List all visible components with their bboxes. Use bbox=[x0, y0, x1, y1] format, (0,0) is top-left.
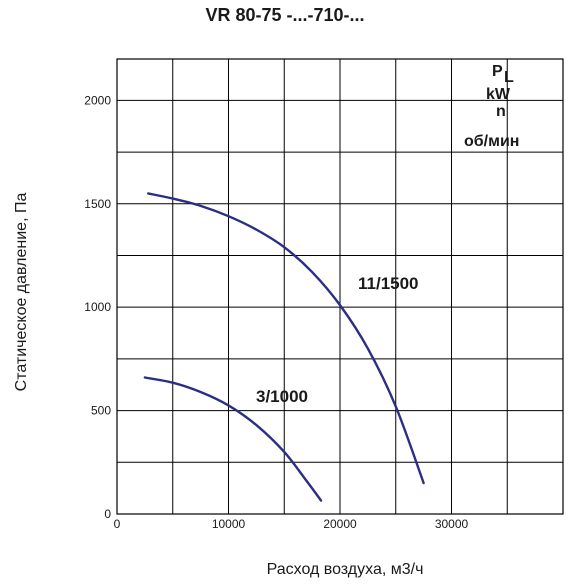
series-lines bbox=[143, 192, 425, 502]
y-tick-label: 2000 bbox=[84, 93, 111, 107]
curve-label: 3/1000 bbox=[256, 387, 308, 406]
legend-header-l: L bbox=[504, 69, 514, 86]
legend-header-p: P bbox=[492, 63, 503, 80]
x-axis-label: Расход воздуха, м3/ч bbox=[267, 561, 424, 578]
y-tick-label: 1000 bbox=[84, 300, 111, 314]
curve-labels: 11/1500 3/1000 bbox=[256, 274, 419, 406]
plot-frame bbox=[116, 58, 564, 515]
curve-label: 11/1500 bbox=[358, 274, 419, 293]
y-axis-label: Статическое давление, Па bbox=[13, 193, 30, 392]
chart-title: VR 80-75 -...-710-... bbox=[205, 5, 364, 25]
y-tick-label: 500 bbox=[91, 404, 111, 418]
x-tick-label: 0 bbox=[114, 517, 121, 531]
series-line bbox=[147, 192, 425, 485]
legend-header-rpm: об/мин bbox=[464, 133, 519, 150]
y-tick-label: 0 bbox=[104, 507, 111, 521]
y-tick-label: 1500 bbox=[84, 197, 111, 211]
legend-header-kw: kW bbox=[486, 86, 511, 103]
legend-header-n: n bbox=[496, 103, 506, 120]
series-line bbox=[143, 376, 323, 502]
x-tick-label: 20000 bbox=[323, 517, 357, 531]
grid bbox=[116, 58, 564, 515]
x-tick-label: 10000 bbox=[212, 517, 246, 531]
x-tick-label: 30000 bbox=[435, 517, 469, 531]
tick-labels: 0 10000 20000 30000 0 500 1000 1500 2000 bbox=[84, 93, 468, 531]
